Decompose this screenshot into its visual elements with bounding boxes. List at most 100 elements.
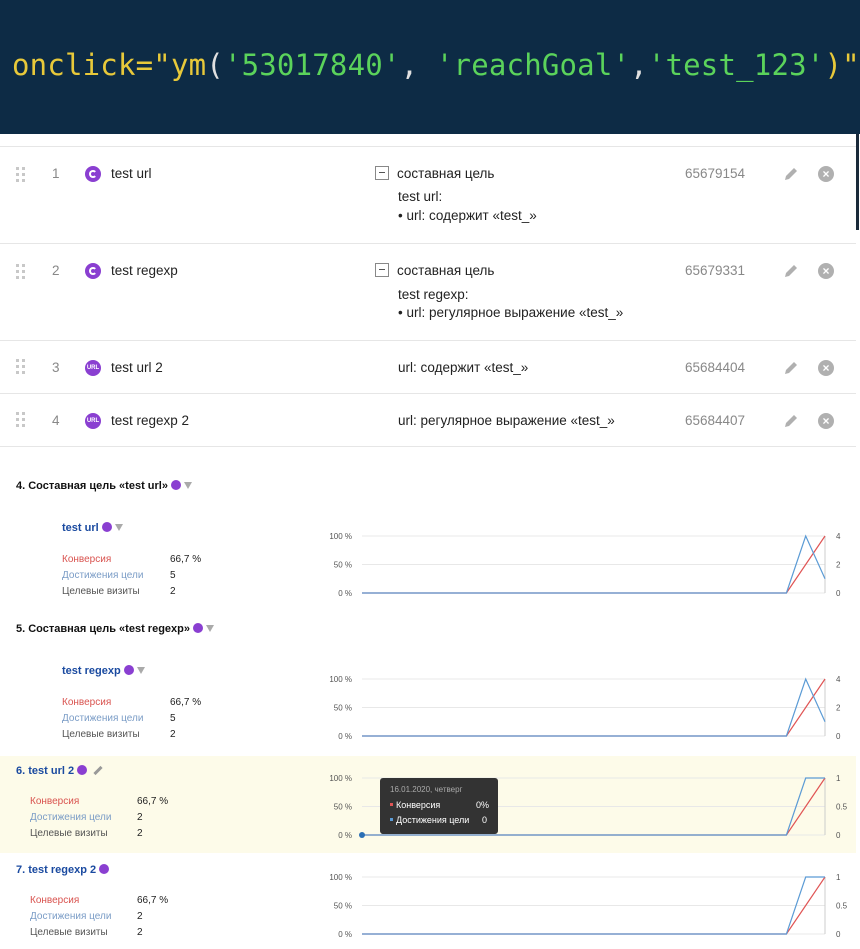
visits-label: Целевые визиты xyxy=(62,586,140,597)
achievements-value: 5 xyxy=(170,713,176,724)
url-goal-icon xyxy=(101,522,112,532)
code-banner: onclick="ym('53017840', 'reachGoal','tes… xyxy=(0,0,860,134)
series-line-achievements xyxy=(362,876,825,935)
condition-text: составная цель xyxy=(397,166,495,181)
conversion-value: 66,7 % xyxy=(137,796,169,807)
code-sep2: , xyxy=(630,48,648,82)
series-line-achievements xyxy=(362,677,826,737)
y-left-tick-label: 50 % xyxy=(334,902,352,911)
achievements-label: Достижения цели xyxy=(30,812,112,823)
achievements-label: Достижения цели xyxy=(30,911,112,922)
conversion-label: Конверсия xyxy=(30,796,80,807)
drag-handle-icon[interactable] xyxy=(16,412,28,430)
y-right-tick-label: 4 xyxy=(836,532,841,541)
y-left-tick-label: 100 % xyxy=(329,675,352,684)
visits-value: 2 xyxy=(137,828,143,839)
url-goal-icon: URL xyxy=(85,413,101,429)
tooltip-date: 16.01.2020, четверг xyxy=(390,785,463,794)
chart-tooltip: 16.01.2020, четверг Конверсия 0% Достиже… xyxy=(380,778,498,834)
achievements-label: Достижения цели xyxy=(62,570,144,581)
condition-sub: test url: xyxy=(398,189,443,204)
report-title-text: 7. test regexp 2 xyxy=(16,864,97,876)
y-left-tick-label: 0 % xyxy=(338,589,352,598)
visits-value: 2 xyxy=(170,729,176,740)
funnel-icon[interactable] xyxy=(205,625,214,632)
conversion-label: Конверсия xyxy=(30,895,80,906)
y-left-tick-label: 100 % xyxy=(329,774,352,783)
pencil-icon[interactable] xyxy=(783,360,799,376)
condition-bullet: • url: регулярное выражение «test_» xyxy=(398,305,624,320)
collapse-icon[interactable] xyxy=(375,166,389,180)
red-dot-icon xyxy=(390,803,393,806)
code-arg3: 'test_123' xyxy=(647,48,825,82)
report-title[interactable]: 7. test regexp 2 xyxy=(16,864,110,876)
hover-point xyxy=(359,832,365,838)
delete-icon[interactable]: × xyxy=(818,263,834,279)
visits-label: Целевые визиты xyxy=(30,828,108,839)
y-right-tick-label: 0.5 xyxy=(836,803,848,812)
table-row: 1 test url составная цель test url: • ur… xyxy=(0,146,856,243)
conversion-value: 66,7 % xyxy=(170,697,202,708)
tooltip-ach-value: 0 xyxy=(482,815,488,825)
goal-name[interactable]: test regexp xyxy=(111,263,178,278)
funnel-icon[interactable] xyxy=(114,524,123,531)
report-chart[interactable]: 100 % 50 % 0 % 4 2 0 xyxy=(320,528,850,600)
blue-dot-icon xyxy=(390,818,393,821)
report-title: 4. Составная цель «test url» xyxy=(16,480,192,492)
goal-name[interactable]: test url xyxy=(111,166,152,181)
code-eq: =" xyxy=(135,48,171,82)
report-chart[interactable]: 100 % 50 % 0 % 4 2 0 xyxy=(320,671,850,743)
achievements-value: 2 xyxy=(137,812,143,823)
table-row: 3 URL test url 2 url: содержит «test_» 6… xyxy=(0,340,856,393)
y-right-tick-label: 2 xyxy=(836,561,841,570)
y-left-tick-label: 50 % xyxy=(334,561,352,570)
y-left-tick-label: 50 % xyxy=(334,704,352,713)
report-subtitle[interactable]: test regexp xyxy=(62,665,145,677)
funnel-icon[interactable] xyxy=(183,482,192,489)
tooltip-conv-value: 0% xyxy=(476,800,490,810)
achievements-value: 2 xyxy=(137,911,143,922)
conversion-value: 66,7 % xyxy=(137,895,169,906)
funnel-icon[interactable] xyxy=(136,667,145,674)
collapse-icon[interactable] xyxy=(375,263,389,277)
drag-handle-icon[interactable] xyxy=(16,167,28,185)
visits-label: Целевые визиты xyxy=(62,729,140,740)
report-subtitle[interactable]: test url xyxy=(62,522,123,534)
report-chart[interactable]: 100 % 50 % 0 % 1 0.5 0 xyxy=(320,869,850,941)
delete-icon[interactable]: × xyxy=(818,166,834,182)
delete-icon[interactable]: × xyxy=(818,413,834,429)
tooltip-ach-label: Достижения цели xyxy=(396,815,470,825)
y-left-tick-label: 0 % xyxy=(338,930,352,939)
y-right-tick-label: 1 xyxy=(836,774,841,783)
tooltip-conv-label: Конверсия xyxy=(396,800,441,810)
report-title[interactable]: 6. test url 2 xyxy=(16,765,103,777)
y-right-tick-label: 4 xyxy=(836,675,841,684)
achievements-value: 5 xyxy=(170,570,176,581)
row-number: 1 xyxy=(52,166,60,181)
goal-id: 65684404 xyxy=(685,360,746,375)
scrollbar[interactable] xyxy=(856,134,859,230)
report-title: 5. Составная цель «test regexp» xyxy=(16,623,214,635)
composite-goal-icon xyxy=(170,480,181,490)
pencil-icon[interactable] xyxy=(783,263,799,279)
pencil-icon[interactable] xyxy=(783,413,799,429)
pencil-icon[interactable] xyxy=(783,166,799,182)
delete-icon[interactable]: × xyxy=(818,360,834,376)
y-right-tick-label: 0 xyxy=(836,831,841,840)
visits-value: 2 xyxy=(137,927,143,938)
visits-value: 2 xyxy=(170,586,176,597)
drag-handle-icon[interactable] xyxy=(16,359,28,377)
url-goal-icon xyxy=(77,765,88,775)
goal-condition: составная цель xyxy=(375,166,494,181)
y-left-tick-label: 100 % xyxy=(329,532,352,541)
goal-name[interactable]: test regexp 2 xyxy=(111,413,190,428)
goal-name[interactable]: test url 2 xyxy=(111,360,163,375)
code-snippet: onclick="ym('53017840', 'reachGoal','tes… xyxy=(12,48,860,82)
pencil-icon[interactable] xyxy=(93,765,103,776)
code-close: )" xyxy=(824,48,860,82)
drag-handle-icon[interactable] xyxy=(16,264,28,282)
y-right-tick-label: 0.5 xyxy=(836,902,848,911)
goal-id: 65679154 xyxy=(685,166,746,181)
report-title-text: 5. Составная цель «test regexp» xyxy=(16,623,190,635)
report-subtitle-text: test url xyxy=(62,522,99,534)
